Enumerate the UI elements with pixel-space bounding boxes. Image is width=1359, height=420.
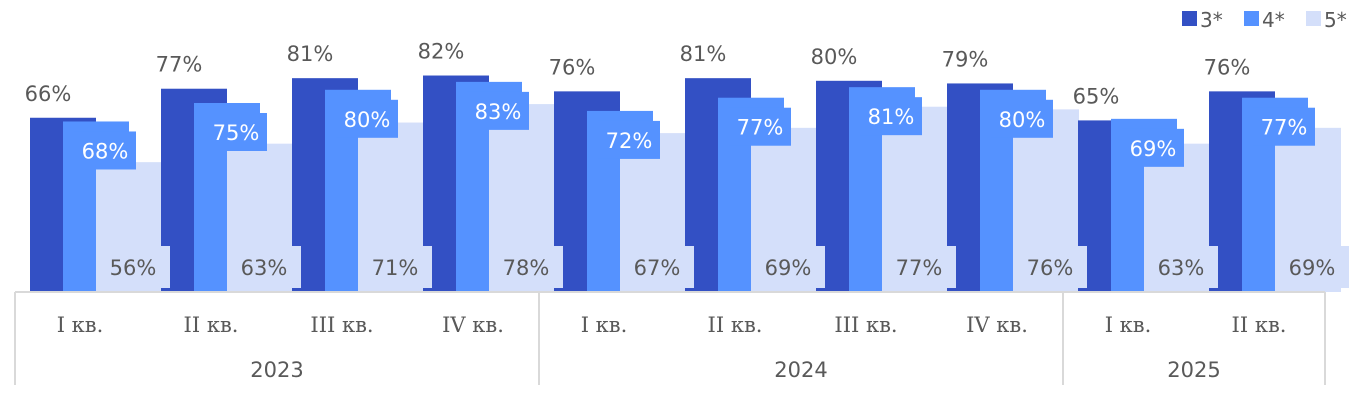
- group-label-2023: 2023: [250, 358, 303, 382]
- data-label-5star-0: 56%: [110, 256, 157, 280]
- data-label-box-4star-3: [467, 91, 529, 130]
- category-label-5: II кв.: [708, 313, 763, 337]
- data-label-3star-3: 82%: [418, 40, 465, 64]
- data-label-5star-8: 63%: [1158, 256, 1205, 280]
- data-label-box-4star-2: [336, 99, 398, 138]
- data-label-5star-2: 71%: [372, 256, 419, 280]
- data-label-5star-9: 69%: [1289, 256, 1336, 280]
- data-label-5star-4: 67%: [634, 256, 681, 280]
- data-label-5star-5: 69%: [765, 256, 812, 280]
- category-label-9: II кв.: [1232, 313, 1287, 337]
- data-label-box-5star-5: [751, 246, 825, 288]
- data-label-box-5star-0: [96, 246, 170, 288]
- category-label-1: II кв.: [184, 313, 239, 337]
- group-label-2024: 2024: [774, 358, 827, 382]
- category-label-4: I кв.: [581, 313, 628, 337]
- data-label-3star-4: 76%: [549, 55, 596, 79]
- data-label-box-4star-5: [729, 107, 791, 146]
- data-label-4star-8: 69%: [1130, 137, 1177, 161]
- data-label-box-4star-1: [205, 113, 267, 151]
- data-label-box-4star-6: [860, 97, 922, 136]
- data-label-3star-8: 65%: [1073, 84, 1120, 108]
- data-label-box-5star-7: [1013, 246, 1087, 288]
- data-label-4star-0: 68%: [82, 139, 129, 163]
- data-label-4star-6: 81%: [868, 105, 915, 129]
- data-label-3star-6: 80%: [811, 45, 858, 69]
- data-label-3star-7: 79%: [942, 47, 989, 71]
- data-label-4star-5: 77%: [737, 116, 784, 140]
- category-label-3: IV кв.: [442, 313, 504, 337]
- data-label-box-5star-6: [882, 246, 956, 288]
- legend-swatch-4star: [1244, 11, 1259, 26]
- data-label-box-4star-9: [1253, 107, 1315, 146]
- data-label-3star-0: 66%: [25, 82, 72, 106]
- data-label-3star-2: 81%: [287, 42, 334, 66]
- data-label-5star-7: 76%: [1027, 256, 1074, 280]
- data-label-4star-2: 80%: [344, 108, 391, 132]
- category-label-6: III кв.: [834, 313, 897, 337]
- data-label-5star-1: 63%: [241, 256, 288, 280]
- data-label-box-5star-3: [489, 246, 563, 288]
- category-label-0: I кв.: [57, 313, 104, 337]
- group-label-2025: 2025: [1167, 358, 1220, 382]
- data-label-5star-6: 77%: [896, 256, 943, 280]
- data-label-box-4star-8: [1122, 128, 1184, 167]
- data-label-box-5star-4: [620, 246, 694, 288]
- data-label-4star-9: 77%: [1261, 116, 1308, 140]
- legend-label-3star: 3*: [1200, 8, 1223, 32]
- data-label-3star-5: 81%: [680, 42, 727, 66]
- data-label-5star-3: 78%: [503, 256, 550, 280]
- legend-swatch-5star: [1306, 11, 1321, 26]
- data-label-box-5star-2: [358, 246, 432, 288]
- category-label-7: IV кв.: [966, 313, 1028, 337]
- data-label-box-4star-4: [598, 120, 660, 159]
- data-label-box-4star-0: [74, 131, 136, 170]
- legend-label-4star: 4*: [1262, 8, 1285, 32]
- data-label-box-5star-1: [227, 246, 301, 288]
- data-label-4star-3: 83%: [475, 100, 522, 124]
- data-label-box-4star-7: [991, 99, 1053, 138]
- data-label-4star-1: 75%: [213, 121, 260, 145]
- data-label-box-5star-8: [1144, 246, 1218, 288]
- data-label-box-5star-9: [1275, 246, 1349, 288]
- data-label-3star-1: 77%: [156, 53, 203, 77]
- data-label-4star-4: 72%: [606, 129, 653, 153]
- category-label-2: III кв.: [310, 313, 373, 337]
- legend-label-5star: 5*: [1324, 8, 1347, 32]
- data-label-4star-7: 80%: [999, 108, 1046, 132]
- category-label-8: I кв.: [1105, 313, 1152, 337]
- data-label-3star-9: 76%: [1204, 55, 1251, 79]
- legend-swatch-3star: [1182, 11, 1197, 26]
